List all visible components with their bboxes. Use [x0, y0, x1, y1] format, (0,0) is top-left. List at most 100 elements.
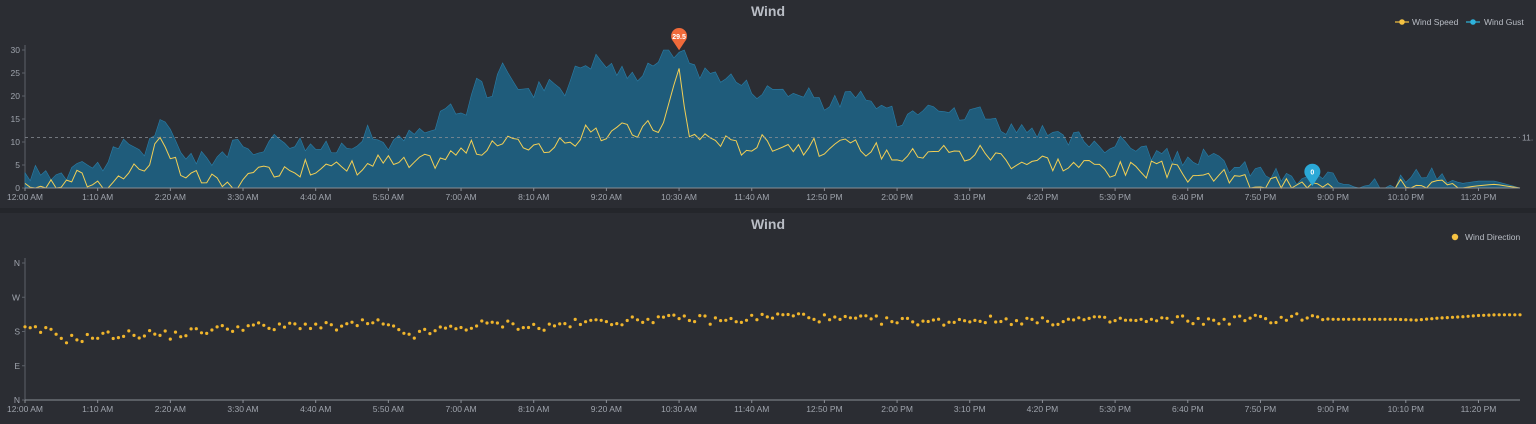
chart-title: Wind: [751, 216, 785, 232]
direction-point: [573, 317, 577, 321]
direction-point: [656, 315, 660, 319]
direction-point: [1419, 318, 1423, 322]
direction-point: [594, 318, 598, 322]
direction-point: [1461, 315, 1465, 319]
direction-point: [1238, 314, 1242, 318]
reference-line: 11.: [25, 132, 1533, 142]
max-marker-label: 29.5: [672, 34, 686, 41]
direction-point: [1331, 317, 1335, 321]
direction-point: [142, 334, 146, 338]
direction-point: [1284, 318, 1288, 322]
direction-point: [1020, 322, 1024, 326]
direction-point: [1425, 317, 1429, 321]
direction-point: [334, 328, 339, 332]
direction-point: [1144, 319, 1148, 324]
direction-point: [1113, 319, 1117, 323]
direction-point: [978, 319, 982, 323]
direction-point: [578, 322, 583, 327]
direction-point: [667, 313, 671, 318]
direction-point: [833, 315, 837, 319]
direction-point: [1217, 322, 1221, 326]
direction-point: [1232, 315, 1237, 319]
direction-point: [225, 327, 229, 331]
direction-point: [1264, 317, 1268, 321]
direction-point: [1248, 316, 1252, 320]
direction-point: [734, 320, 738, 324]
x-tick-label: 9:00 PM: [1317, 404, 1349, 414]
direction-point: [231, 329, 235, 333]
direction-point: [869, 317, 873, 321]
direction-point: [1362, 317, 1366, 321]
direction-point: [879, 322, 884, 326]
direction-point: [1165, 316, 1169, 320]
y-tick-label: 15: [11, 114, 21, 124]
direction-point: [854, 316, 858, 320]
direction-point: [661, 315, 666, 319]
x-tick-label: 7:50 PM: [1245, 192, 1277, 202]
max-marker[interactable]: 29.5: [671, 28, 688, 51]
direction-point: [49, 327, 53, 331]
direction-point: [246, 324, 250, 328]
direction-point: [303, 322, 307, 326]
direction-point: [80, 339, 84, 344]
direction-point: [1004, 317, 1008, 321]
direction-point: [184, 334, 188, 338]
min-marker[interactable]: 0: [1304, 163, 1321, 186]
max-marker-pin: [671, 28, 688, 51]
x-tick-label: 3:10 PM: [954, 192, 986, 202]
direction-point: [547, 322, 551, 326]
direction-point: [885, 316, 889, 320]
direction-point: [864, 314, 868, 318]
gust-area: [24, 49, 1521, 189]
direction-point: [345, 322, 349, 326]
y-tick-label: 0: [15, 183, 20, 193]
x-tick-label: 1:10 AM: [82, 404, 113, 414]
wind-speed-chart: Wind Wind Speed Wind Gust 0 5 10 15 20 25 30 1…: [7, 3, 1533, 202]
y-axis: 0 5 10 15 20 25 30: [11, 45, 26, 193]
direction-point: [843, 314, 847, 319]
min-marker-label: 0: [1310, 170, 1314, 177]
legend-speed-label[interactable]: Wind Speed: [1412, 17, 1459, 27]
direction-point: [739, 320, 744, 324]
direction-point: [791, 314, 795, 318]
direction-point: [1227, 322, 1231, 326]
x-tick-label: 5:50 AM: [373, 404, 404, 414]
direction-point: [137, 336, 141, 340]
direction-point: [620, 323, 624, 327]
direction-point: [1129, 318, 1133, 322]
direction-point: [1326, 317, 1330, 321]
direction-point: [905, 316, 910, 320]
direction-point: [39, 330, 43, 334]
direction-point: [828, 318, 832, 322]
legend[interactable]: Wind Speed Wind Gust: [1395, 17, 1524, 27]
direction-point: [921, 319, 925, 323]
direction-point: [1305, 316, 1309, 320]
y-tick-label: 20: [11, 91, 21, 101]
direction-point: [1341, 317, 1346, 321]
x-tick-label: 5:50 AM: [373, 192, 404, 202]
legend-direction-label[interactable]: Wind Direction: [1465, 232, 1521, 242]
direction-point: [610, 323, 614, 327]
direction-point: [127, 329, 131, 333]
direction-point: [1321, 318, 1325, 322]
legend-gust-label[interactable]: Wind Gust: [1484, 17, 1524, 27]
direction-point: [563, 322, 567, 326]
direction-point: [615, 322, 619, 326]
x-tick-label: 11:20 PM: [1461, 192, 1497, 202]
direction-point: [1134, 318, 1138, 323]
direction-point: [1108, 320, 1112, 324]
direction-point: [874, 314, 878, 318]
direction-point: [251, 323, 255, 327]
direction-point: [786, 312, 790, 317]
direction-point: [1046, 319, 1050, 323]
x-tick-label: 10:10 PM: [1388, 192, 1424, 202]
direction-point: [501, 325, 505, 329]
direction-point: [848, 316, 853, 320]
direction-point: [1295, 312, 1299, 316]
direction-point: [703, 314, 707, 318]
direction-point: [916, 323, 920, 327]
direction-point: [526, 325, 531, 330]
legend[interactable]: Wind Direction: [1451, 232, 1521, 242]
direction-point: [158, 333, 162, 337]
direction-point: [890, 320, 894, 324]
